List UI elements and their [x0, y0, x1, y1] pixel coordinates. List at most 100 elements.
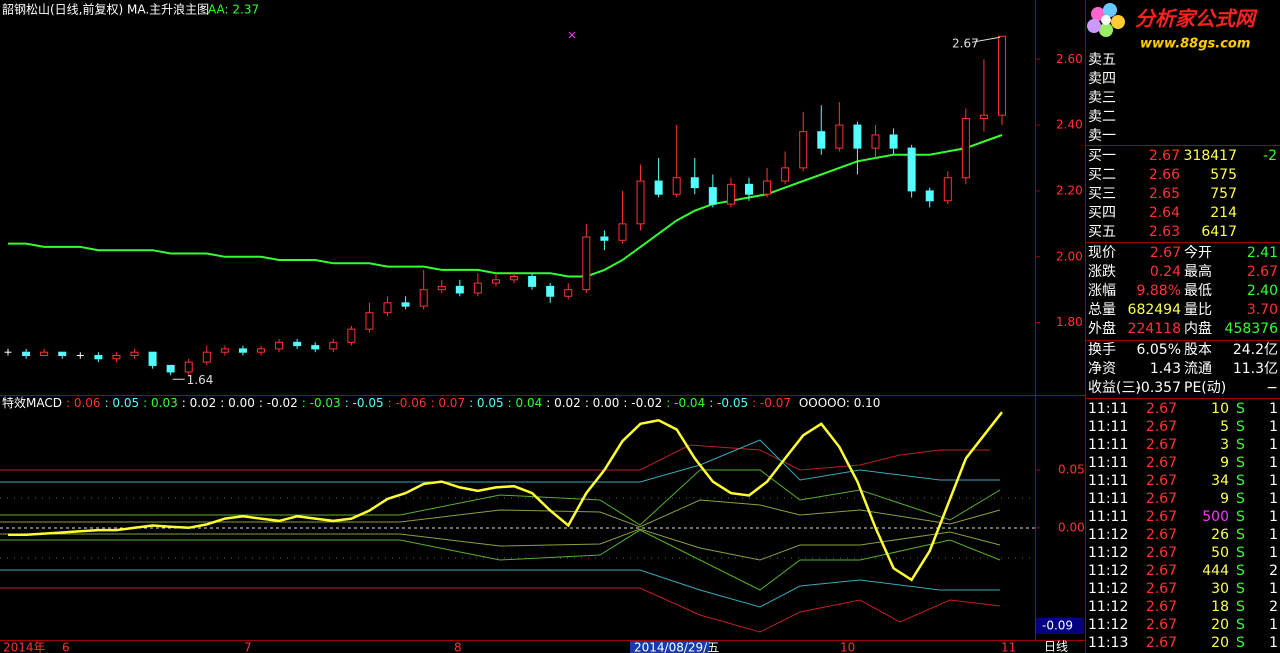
- macd-legend-item: : 0.05: [469, 396, 504, 410]
- candle-body: [329, 341, 338, 350]
- macd-legend-item: : 0.07: [431, 396, 466, 410]
- candle-body: [781, 167, 790, 182]
- tick-count: 1: [1269, 617, 1278, 633]
- tick-count: 1: [1269, 473, 1278, 489]
- tick-time: 11:11: [1088, 509, 1128, 525]
- tick-count: 1: [1269, 419, 1278, 435]
- tick-side: S: [1236, 527, 1245, 543]
- fund-label: 股本: [1184, 342, 1212, 358]
- macd-legend-item: : -0.05: [709, 396, 748, 410]
- macd-legend-item: : -0.02: [259, 396, 298, 410]
- candle-body: [726, 183, 735, 205]
- quote-label: 外盘: [1088, 320, 1116, 337]
- candle-body: [238, 348, 247, 353]
- tick-side: S: [1236, 563, 1245, 579]
- fund-value: 6.05%: [1137, 342, 1181, 358]
- candle-body: [257, 348, 266, 353]
- annotation-arrow: [971, 36, 1001, 43]
- tick-side: S: [1236, 491, 1245, 507]
- candle-body: [437, 285, 446, 291]
- macd-legend-item: : -0.07: [752, 396, 791, 410]
- quote-label: 今开: [1184, 245, 1212, 261]
- candle-body: [455, 285, 464, 294]
- macd-legend-item: : 0.00: [220, 396, 255, 410]
- buy-price: 2.63: [1149, 224, 1180, 240]
- tick-count: 2: [1269, 599, 1278, 615]
- tick-count: 1: [1269, 401, 1278, 417]
- candle-body: [998, 35, 1006, 116]
- candle-body: [130, 351, 139, 357]
- tick-count: 1: [1269, 437, 1278, 453]
- candle-body: [889, 134, 898, 149]
- tick-volume: 9: [1220, 491, 1229, 507]
- macd-legend: 特效MACD: 0.06: 0.05: 0.03: 0.02: 0.00: -0…: [2, 395, 880, 410]
- fund-value: 11.3亿: [1233, 361, 1278, 377]
- time-label: 6: [62, 641, 70, 653]
- candle-body: [546, 285, 555, 297]
- y-tick-label: 1.80: [1056, 315, 1083, 329]
- fund-value: −: [1266, 380, 1278, 396]
- tick-price: 2.67: [1146, 599, 1177, 615]
- tick-price: 2.67: [1146, 419, 1177, 435]
- quote-label: 总量: [1088, 302, 1116, 318]
- period-label: 日线: [1044, 640, 1068, 653]
- tick-time: 11:12: [1088, 617, 1128, 633]
- tick-side: S: [1236, 599, 1245, 615]
- macd-legend-item: : -0.02: [623, 396, 662, 410]
- candle-body: [166, 364, 175, 373]
- cross-marker: [568, 31, 576, 39]
- buy-level: 买三: [1088, 186, 1116, 202]
- tick-volume: 3: [1220, 437, 1229, 453]
- candle-body: [383, 302, 392, 314]
- tick-price: 2.67: [1146, 509, 1177, 525]
- tick-volume: 444: [1202, 563, 1229, 579]
- quote-value: 2.41: [1247, 245, 1278, 261]
- readout: -0.09: [1042, 619, 1073, 633]
- candle-body: [907, 147, 916, 192]
- candle-body: [636, 180, 645, 225]
- tick-count: 1: [1269, 491, 1278, 507]
- low-annotation: 1.64: [187, 373, 214, 387]
- buy-level: 买一: [1088, 148, 1116, 164]
- tick-volume: 9: [1220, 455, 1229, 471]
- quote-label: 现价: [1088, 245, 1116, 261]
- fund-value: 1.43: [1150, 361, 1181, 377]
- chart-title: 韶钢松山(日线,前复权) MA.主升浪主图: [2, 2, 209, 17]
- tick-time: 11:11: [1088, 455, 1128, 471]
- buy-volume: 214: [1210, 205, 1237, 221]
- tick-volume: 34: [1211, 473, 1229, 489]
- sell-level: 卖四: [1088, 71, 1116, 87]
- tick-side: S: [1236, 455, 1245, 471]
- y-tick-label: 2.00: [1056, 249, 1083, 263]
- quote-value: 2.67: [1247, 264, 1278, 280]
- macd-line: [8, 411, 1003, 582]
- y-tick-label: 2.60: [1056, 52, 1083, 66]
- fund-value: -0.357: [1136, 380, 1181, 396]
- candle-body: [979, 114, 988, 120]
- candle-body: [148, 351, 157, 366]
- fund-label: 净资: [1088, 361, 1116, 377]
- quote-label: 最高: [1184, 263, 1212, 280]
- candle-body: [564, 289, 573, 297]
- candle-body: [22, 351, 31, 357]
- tick-volume: 18: [1211, 599, 1229, 615]
- quote-value: 3.70: [1247, 302, 1278, 318]
- quote-label: 涨跌: [1088, 264, 1116, 280]
- candle-body: [510, 276, 519, 281]
- tick-count: 1: [1269, 455, 1278, 471]
- tick-time: 11:12: [1088, 581, 1128, 597]
- tick-volume: 10: [1211, 401, 1229, 417]
- buy-price: 2.64: [1149, 205, 1180, 221]
- y-tick-label: 0.05: [1058, 463, 1085, 477]
- tick-volume: 20: [1211, 617, 1229, 633]
- logo-site: www.88gs.com: [1140, 37, 1250, 52]
- candle-body: [94, 355, 103, 360]
- readout-box: [1036, 618, 1084, 634]
- fund-label: 收益(三): [1088, 380, 1141, 396]
- tick-volume: 50: [1211, 545, 1229, 561]
- tick-price: 2.67: [1146, 617, 1177, 633]
- tick-volume: 5: [1220, 419, 1229, 435]
- buy-level: 买二: [1088, 167, 1116, 183]
- quote-label: 内盘: [1184, 320, 1212, 337]
- tick-price: 2.67: [1146, 545, 1177, 561]
